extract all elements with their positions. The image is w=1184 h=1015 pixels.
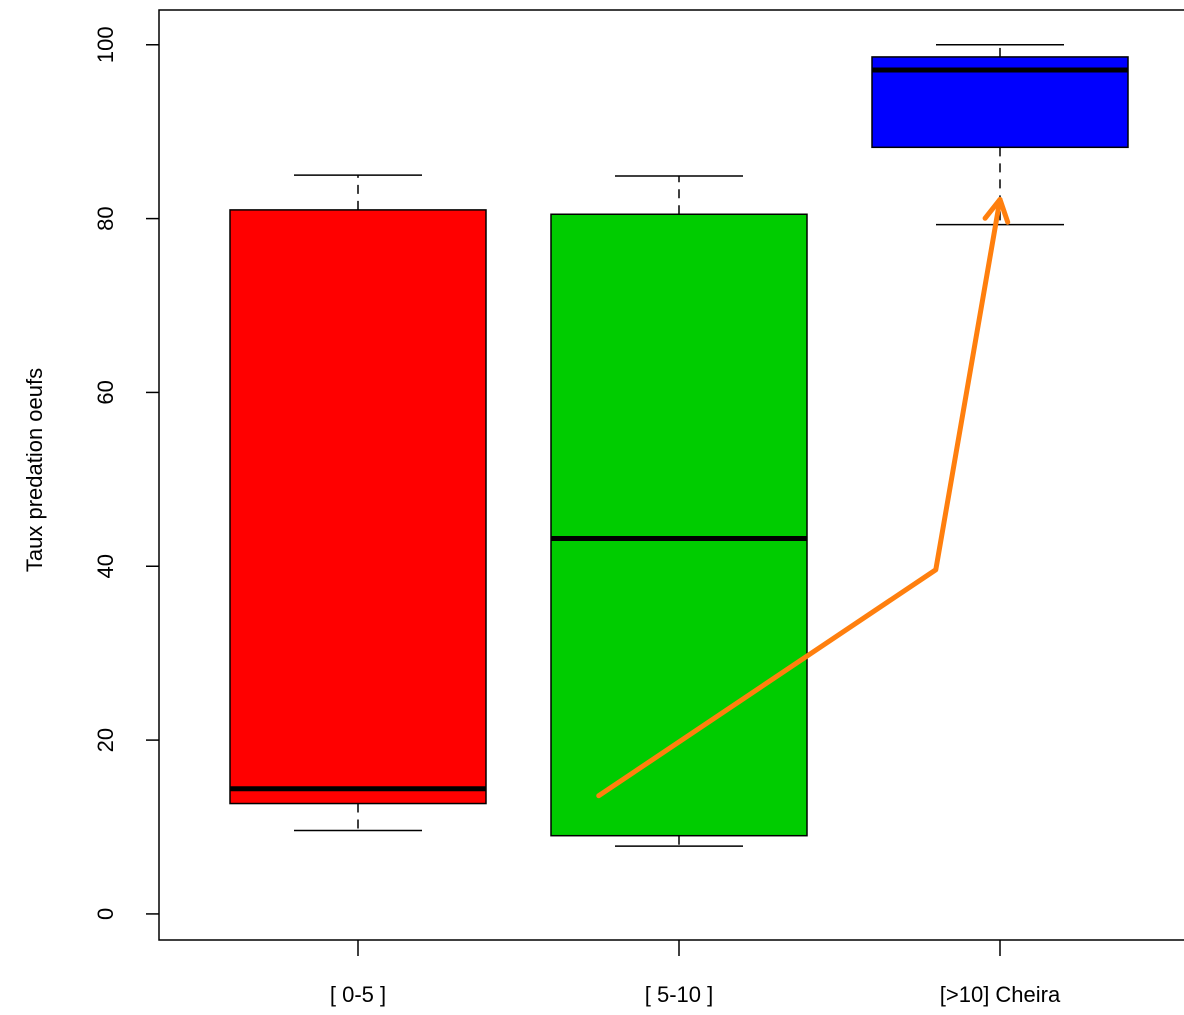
y-tick-label: 40: [93, 554, 118, 578]
y-tick-label: 80: [93, 206, 118, 230]
axes-layer: 0 20 40 60 80 100 [ 0-5 ] [ 5-10 ] [>10] Cheira: [93, 9, 1184, 1007]
plot-frame: [158, 9, 1184, 941]
box-body: [229, 209, 487, 805]
box-group: [871, 44, 1129, 226]
annotation-arrow-head: [982, 196, 1011, 225]
box-group: [229, 174, 487, 832]
x-tick-label: [ 0-5 ]: [330, 982, 386, 1007]
y-tick-label: 100: [93, 26, 118, 63]
annotation-arrow-line: [596, 196, 1003, 799]
annotation-arrow-layer: [596, 196, 1011, 799]
x-tick-label: [>10] Cheira: [940, 982, 1061, 1007]
box-group: [550, 175, 808, 847]
y-tick-label: 20: [93, 728, 118, 752]
y-tick-label: 0: [93, 908, 118, 920]
boxes-layer: [229, 44, 1129, 847]
x-tick-label: [ 5-10 ]: [645, 982, 713, 1007]
y-tick-label: 60: [93, 380, 118, 404]
box-body: [550, 213, 808, 837]
y-axis-title: Taux predation oeufs: [22, 368, 47, 572]
